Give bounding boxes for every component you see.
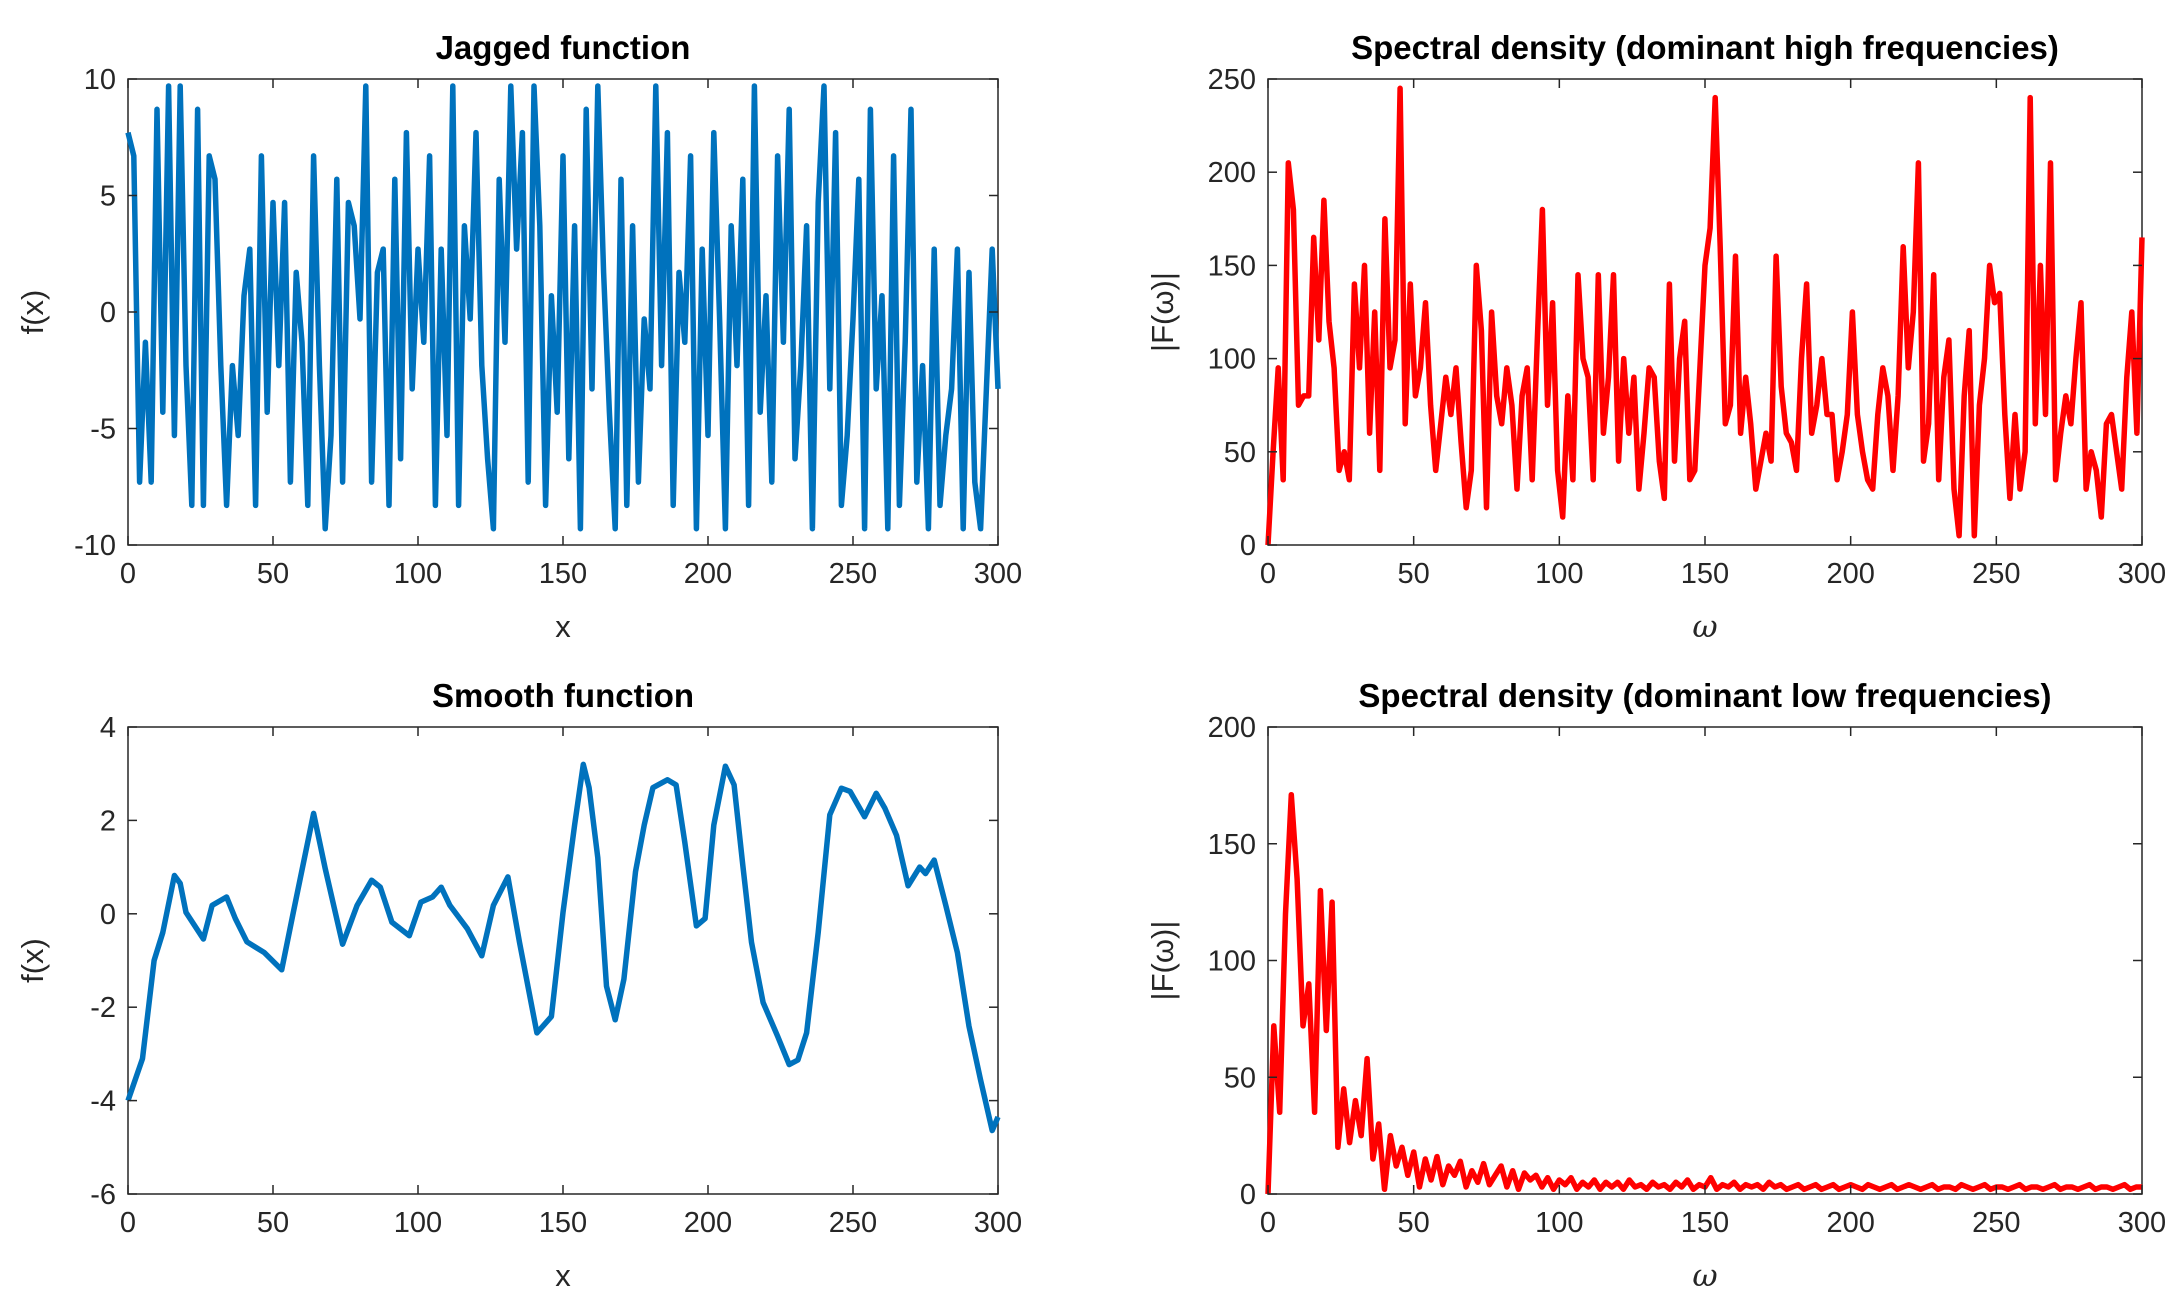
x-tick-label: 150: [539, 1207, 587, 1239]
x-axis-label: x: [555, 609, 571, 644]
y-tick-label: 200: [1208, 157, 1256, 189]
series-line: [125, 761, 1001, 1134]
x-tick-label: 300: [2118, 1207, 2166, 1239]
x-tick-label: 150: [1681, 558, 1729, 590]
x-tick-label: 150: [1681, 1207, 1729, 1239]
series-line: [125, 83, 1001, 532]
y-tick-label: -10: [74, 530, 116, 562]
y-tick-label: 200: [1208, 712, 1256, 744]
x-tick-label: 300: [974, 558, 1022, 590]
x-tick-label: 100: [394, 558, 442, 590]
x-tick-label: 100: [1535, 1207, 1583, 1239]
x-tick-label: 50: [257, 558, 289, 590]
x-tick-label: 100: [1535, 558, 1583, 590]
series-line: [1265, 85, 2145, 546]
y-axis-label: |F(ω)|: [1145, 272, 1180, 352]
x-tick-label: 200: [684, 1207, 732, 1239]
x-tick-label: 250: [1972, 558, 2020, 590]
y-tick-label: 10: [84, 64, 116, 96]
chart-title: Spectral density (dominant high frequenc…: [1351, 29, 2059, 66]
x-tick-label: 250: [1972, 1207, 2020, 1239]
y-tick-label: -4: [90, 1086, 116, 1118]
y-tick-label: -2: [90, 992, 116, 1024]
x-tick-label: 200: [1826, 1207, 1874, 1239]
y-tick-label: 5: [100, 181, 116, 213]
x-tick-label: 50: [1398, 1207, 1430, 1239]
y-tick-label: 100: [1208, 946, 1256, 978]
y-tick-label: 150: [1208, 250, 1256, 282]
y-axis-label: f(x): [15, 290, 50, 335]
x-tick-label: 200: [1826, 558, 1874, 590]
x-tick-label: 0: [1260, 558, 1276, 590]
x-tick-label: 200: [684, 558, 732, 590]
y-tick-label: 0: [1240, 530, 1256, 562]
y-tick-label: 0: [1240, 1179, 1256, 1211]
x-tick-label: 0: [120, 558, 136, 590]
x-tick-label: 150: [539, 558, 587, 590]
x-tick-label: 300: [974, 1207, 1022, 1239]
axes-box: [1267, 726, 2143, 1195]
x-axis-label: ω: [1692, 609, 1717, 645]
chart-title: Smooth function: [432, 677, 694, 714]
x-axis-label: x: [555, 1258, 571, 1293]
x-tick-label: 250: [829, 1207, 877, 1239]
x-tick-label: 250: [829, 558, 877, 590]
y-tick-label: 0: [100, 899, 116, 931]
x-tick-label: 0: [120, 1207, 136, 1239]
x-tick-label: 300: [2118, 558, 2166, 590]
axes-box: [127, 726, 999, 1195]
y-tick-label: 250: [1208, 64, 1256, 96]
x-tick-label: 50: [1398, 558, 1430, 590]
chart-smooth-function: 0 50 100 150 200 250 300 -6 -4 -2 0 2 4 Smooth functi…: [15, 677, 1022, 1293]
chart-title: Spectral density (dominant low frequenci…: [1358, 677, 2051, 714]
y-tick-label: -5: [90, 414, 116, 446]
y-tick-label: 50: [1224, 437, 1256, 469]
chart-spectral-low: 0 50 100 150 200 250 300 0 50 100 150 200 Spectral d…: [1145, 677, 2166, 1294]
chart-spectral-high: 0 50 100 150 200 250 300 0 50 100 150 200 250 Spectra…: [1145, 29, 2166, 645]
x-tick-label: 0: [1260, 1207, 1276, 1239]
y-tick-label: 2: [100, 805, 116, 837]
y-tick-label: 0: [100, 297, 116, 329]
y-axis-label: f(x): [15, 938, 50, 983]
y-tick-label: 150: [1208, 829, 1256, 861]
x-axis-label: ω: [1692, 1258, 1717, 1294]
y-tick-label: 50: [1224, 1062, 1256, 1094]
chart-title: Jagged function: [436, 29, 691, 66]
y-axis-label: |F(ω)|: [1145, 921, 1180, 1001]
y-tick-label: -6: [90, 1179, 116, 1211]
y-tick-label: 4: [100, 712, 116, 744]
x-tick-label: 50: [257, 1207, 289, 1239]
x-tick-label: 100: [394, 1207, 442, 1239]
chart-jagged-function: 0 50 100 150 200 250 300 -10 -5 0 5 10 Jagged functi…: [15, 29, 1022, 644]
y-tick-label: 100: [1208, 344, 1256, 376]
